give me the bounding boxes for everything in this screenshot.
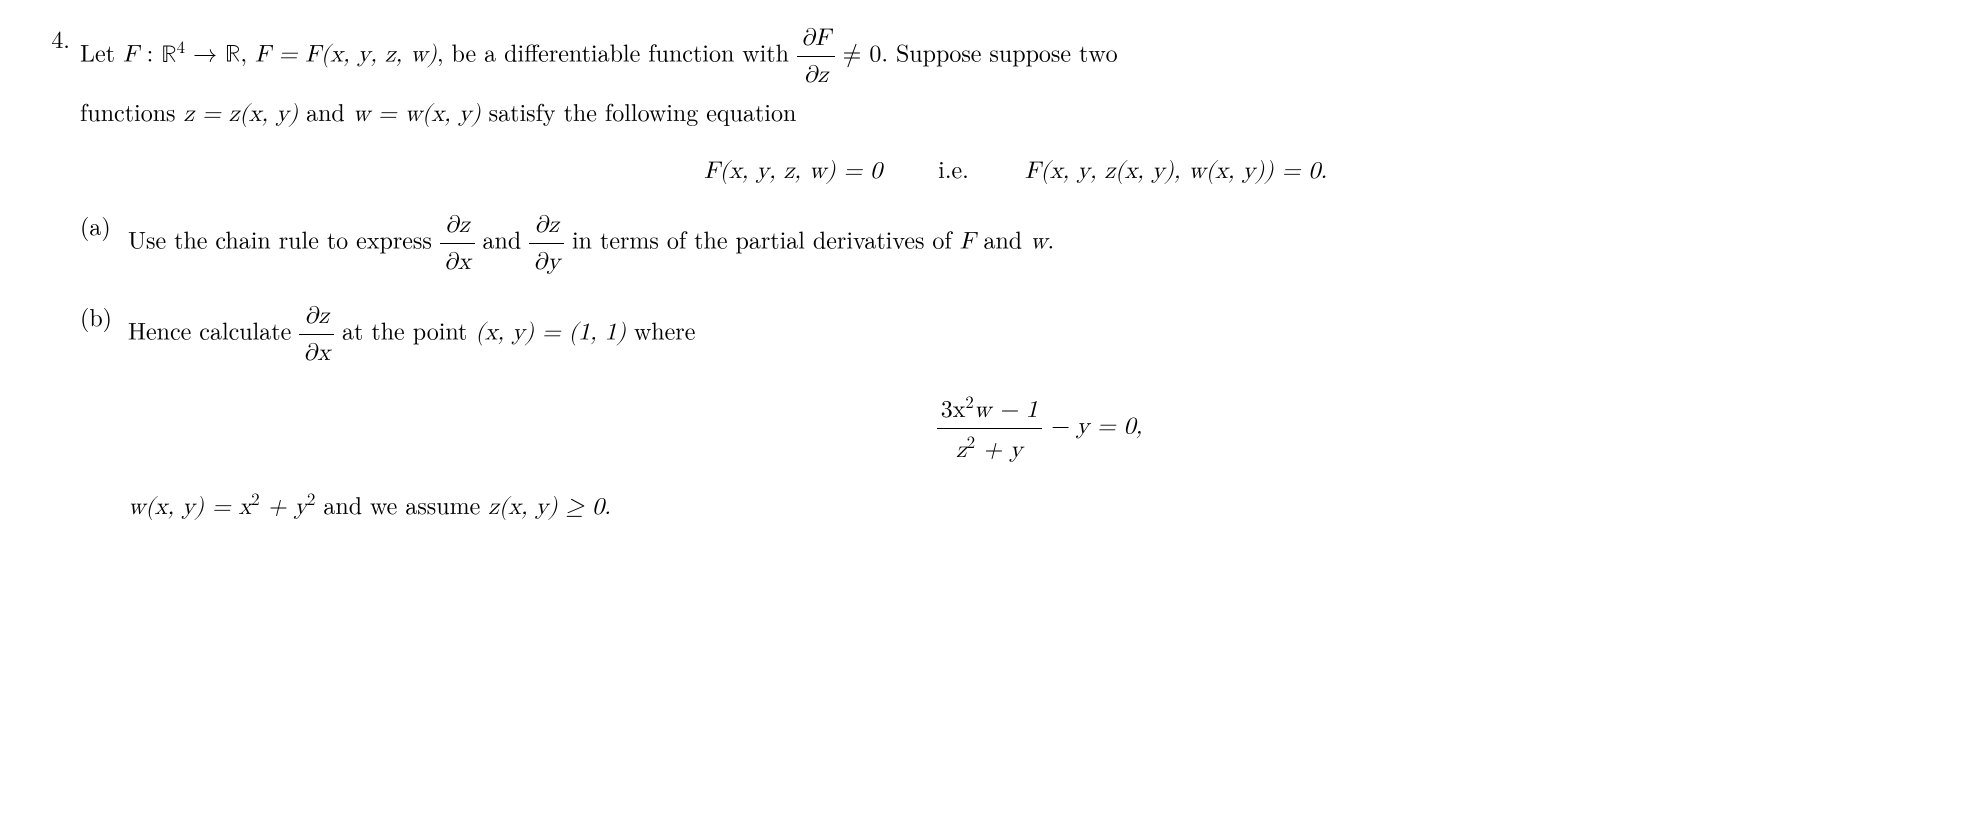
- w-var: w: [1030, 230, 1047, 254]
- eq1-right: F(x, y, z(x, y), w(x, y)) = 0.: [1025, 159, 1327, 183]
- point-11: (x, y) = (1, 1): [475, 321, 626, 345]
- a-dot: .: [1047, 222, 1054, 256]
- w-xy-eq: w(x, y) = x: [128, 495, 251, 519]
- eq2-num-3x: 3x: [941, 398, 966, 422]
- R4: ℝ4: [161, 43, 185, 67]
- eq2-den-z: z: [956, 438, 967, 462]
- dz-dx-frac-b: ∂z∂x: [299, 298, 334, 371]
- comma-1: ,: [240, 35, 255, 69]
- intro-text-1: Let: [80, 35, 123, 69]
- subpart-b-label: (b): [80, 298, 128, 525]
- and-1: and: [298, 94, 353, 128]
- F-def: F = F(x, y, z, w): [255, 43, 437, 67]
- b-where: where: [626, 313, 695, 347]
- subpart-a-body: Use the chain rule to express ∂z∂x and ∂…: [128, 207, 1951, 280]
- eq2-den: z2 + y: [937, 429, 1042, 468]
- subpart-b-body: Hence calculate ∂z∂x at the point (x, y)…: [128, 298, 1951, 525]
- arrow: →: [185, 43, 225, 67]
- display-equation-1: F(x, y, z, w) = 0 i.e. F(x, y, z(x, y), …: [80, 150, 1951, 189]
- display-equation-2: 3x2w − 1 z2 + y − y = 0,: [128, 389, 1951, 468]
- sup-4: 4: [177, 40, 185, 57]
- subpart-a: (a) Use the chain rule to express ∂z∂x a…: [80, 207, 1951, 280]
- a-and-1: and: [475, 222, 530, 256]
- sup-2-a: 2: [251, 486, 259, 510]
- eq2-den-y: + y: [975, 438, 1022, 462]
- b-text-2: at the point: [334, 313, 475, 347]
- bb-R: ℝ: [161, 43, 176, 67]
- eq2-num-w: w − 1: [974, 398, 1038, 422]
- eq2-tail: − y = 0,: [1042, 415, 1143, 439]
- dy-den-1: ∂y: [529, 244, 564, 280]
- problem-4: 4. Let F : ℝ4 → ℝ, F = F(x, y, z, w), be…: [30, 20, 1951, 525]
- eq2-den-sup: 2: [967, 429, 975, 453]
- dF-dz-frac: ∂F∂z: [797, 20, 835, 93]
- dz-num-2: ∂z: [529, 207, 564, 244]
- dz-num-3: ∂z: [299, 298, 334, 335]
- line2-a: functions: [80, 94, 184, 128]
- ie-text: i.e.: [938, 151, 969, 185]
- dz-den: ∂z: [797, 57, 835, 93]
- w-def: w = w(x, y): [353, 102, 481, 126]
- subpart-b: (b) Hence calculate ∂z∂x at the point (x…: [80, 298, 1951, 525]
- a-and-2: and: [975, 222, 1030, 256]
- R: ℝ: [225, 43, 240, 67]
- dz-num-1: ∂z: [440, 207, 475, 244]
- dF-num: ∂F: [797, 20, 835, 57]
- F-symbol: F: [123, 43, 139, 67]
- eq2-num-sup: 2: [965, 389, 973, 413]
- intro-text-2: , be a differentiable function with: [437, 35, 797, 69]
- neq-0: ≠ 0. Suppose suppose two: [835, 43, 1118, 67]
- plus-y: + y: [260, 495, 307, 519]
- z-def: z = z(x, y): [184, 102, 299, 126]
- b-final-line: w(x, y) = x2 + y2 and we assume z(x, y) …: [128, 486, 1951, 525]
- b-text-1: Hence calculate: [128, 313, 299, 347]
- a-text-1: Use the chain rule to express: [128, 222, 440, 256]
- subpart-a-label: (a): [80, 207, 128, 280]
- dz-dx-frac: ∂z∂x: [440, 207, 475, 280]
- assume-text: and we assume: [315, 487, 488, 521]
- eq1-left: F(x, y, z, w) = 0: [704, 159, 882, 183]
- dz-dy-frac: ∂z∂y: [529, 207, 564, 280]
- a-text-2: in terms of the partial derivatives of: [564, 222, 960, 256]
- problem-body: Let F : ℝ4 → ℝ, F = F(x, y, z, w), be a …: [80, 20, 1951, 525]
- eq2-frac: 3x2w − 1 z2 + y: [937, 389, 1042, 468]
- line2-b: satisfy the following equation: [481, 94, 797, 128]
- problem-number: 4.: [30, 20, 80, 525]
- dx-den-2: ∂x: [299, 335, 334, 371]
- colon: :: [139, 43, 162, 67]
- eq2-num: 3x2w − 1: [937, 389, 1042, 429]
- dx-den-1: ∂x: [440, 244, 475, 280]
- F-var: F: [960, 230, 976, 254]
- z-ge-0: z(x, y) ≥ 0.: [488, 495, 611, 519]
